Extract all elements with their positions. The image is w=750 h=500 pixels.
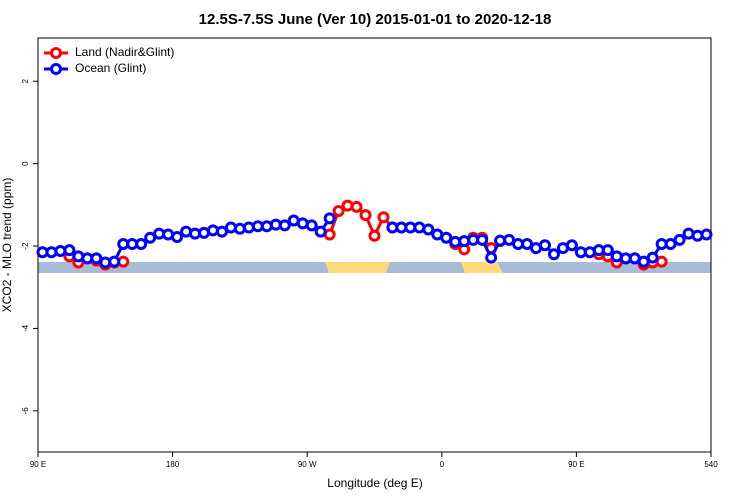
data-point (332, 205, 345, 218)
y-axis-label: XCO2 - MLO trend (ppm) (0, 178, 14, 313)
y-tick-label: 2 (21, 78, 30, 83)
data-point (503, 233, 516, 246)
data-point (673, 233, 686, 246)
data-point (547, 248, 560, 261)
land-strip (461, 262, 503, 273)
data-point (135, 237, 148, 250)
y-tick-label: -4 (21, 324, 30, 332)
legend-marker (50, 47, 62, 59)
map-strip (38, 262, 711, 273)
data-point (485, 251, 498, 264)
data-point (646, 251, 659, 264)
chart-title: 12.5S-7.5S June (Ver 10) 2015-01-01 to 2… (199, 11, 552, 28)
x-tick-label: 180 (166, 460, 180, 469)
data-point (359, 209, 372, 222)
data-point (368, 229, 381, 242)
data-point (601, 244, 614, 257)
x-tick-label: 90 E (30, 460, 46, 469)
legend-label: Land (Nadir&Glint) (75, 45, 174, 59)
x-tick-label: 90 W (298, 460, 317, 469)
data-point (377, 211, 390, 224)
data-point (144, 231, 157, 244)
data-point (260, 220, 273, 233)
data-point (350, 200, 363, 213)
y-tick-label: -2 (21, 242, 30, 250)
x-tick-label: 540 (704, 460, 718, 469)
data-point (422, 223, 435, 236)
x-tick-label: 90 E (568, 460, 584, 469)
data-point (314, 225, 327, 238)
y-tick-label: 0 (21, 161, 30, 166)
land-strip (325, 262, 390, 273)
data-point (637, 255, 650, 268)
data-point (521, 237, 534, 250)
plot-frame (37, 37, 712, 453)
data-point (664, 237, 677, 250)
data-point (171, 230, 184, 243)
y-tick-label: -6 (21, 407, 30, 415)
data-point (440, 231, 453, 244)
legend-marker (50, 63, 62, 75)
data-point (305, 219, 318, 232)
legend-label: Ocean (Glint) (75, 61, 146, 75)
data-point (323, 212, 336, 225)
data-point (476, 233, 489, 246)
x-axis-label: Longitude (deg E) (327, 476, 422, 490)
data-point (215, 225, 228, 238)
data-point (108, 255, 121, 268)
data-point (538, 239, 551, 252)
data-point (655, 255, 668, 268)
data-point (90, 252, 103, 265)
data-point (278, 219, 291, 232)
data-point (63, 244, 76, 257)
data-point (565, 239, 578, 252)
x-tick-label: 0 (440, 460, 445, 469)
data-point (700, 228, 713, 241)
